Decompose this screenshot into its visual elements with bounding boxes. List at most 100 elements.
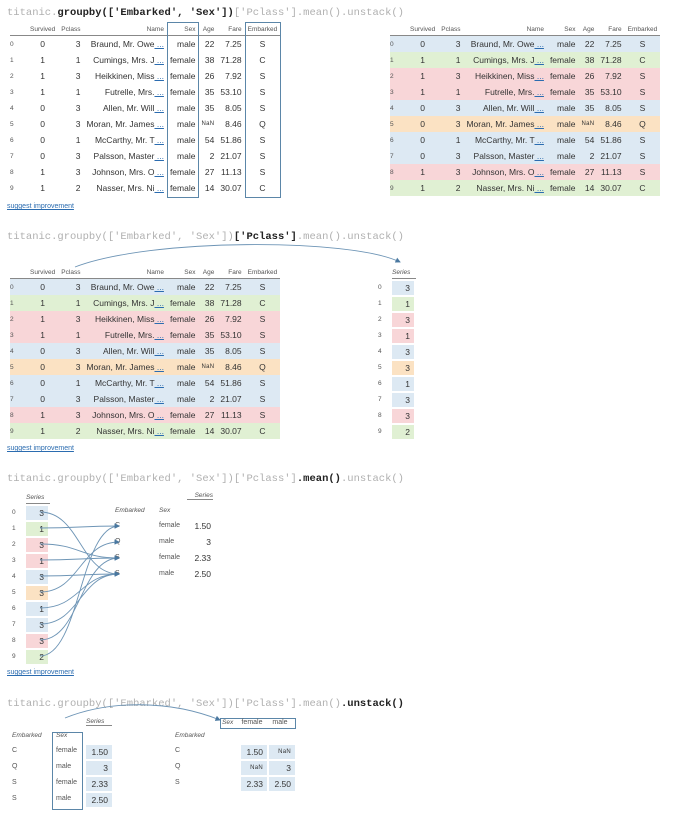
cell-survived: 0 <box>40 151 46 161</box>
column-header-male: male <box>272 719 288 726</box>
cell-sex: female <box>169 426 196 436</box>
series-index: 7 <box>12 621 16 628</box>
truncation-link[interactable]: ... <box>154 151 164 161</box>
truncation-link[interactable]: ... <box>154 87 164 97</box>
cell-fare: 7.92 <box>605 71 622 81</box>
cell-pclass: 3 <box>455 39 461 49</box>
truncation-link[interactable]: ... <box>154 55 164 65</box>
column-header-age: Age <box>578 24 598 36</box>
name-text: Braund, Mr. Owe <box>90 39 155 49</box>
row-to-group-arrow <box>39 555 120 641</box>
cell-embarked: S <box>259 167 266 177</box>
suggest-improvement-link[interactable]: suggest improvement <box>7 669 74 676</box>
truncation-link[interactable]: ... <box>154 183 164 193</box>
cell-fare: 30.07 <box>220 183 242 193</box>
cell-pclass: 1 <box>75 55 81 65</box>
row-index: 8 <box>10 168 14 176</box>
truncation-link[interactable]: ... <box>154 135 164 145</box>
cell-age: 38 <box>204 55 215 65</box>
truncation-link[interactable]: ... <box>534 151 544 161</box>
table-row: 9 1 2 Nasser, Mrs. Ni ... female 14 30.07 C <box>390 180 661 196</box>
truncation-link[interactable]: ... <box>154 71 164 81</box>
cell-pclass: 3 <box>75 314 81 324</box>
table-row: 4 0 3 Allen, Mr. Will ... male 35 8.05 S <box>390 100 661 116</box>
cell-pclass: 1 <box>75 378 81 388</box>
cell-age: 14 <box>584 183 595 193</box>
row-index: 7 <box>10 395 14 403</box>
truncation-link[interactable]: ... <box>534 119 544 129</box>
group-key-embarked: S <box>12 795 17 802</box>
cell-sex: male <box>557 103 576 113</box>
series-cell: 3 <box>26 634 48 648</box>
suggest-improvement-link[interactable]: suggest improvement <box>7 203 74 210</box>
truncation-link[interactable]: ... <box>154 298 164 308</box>
truncation-link[interactable]: ... <box>534 39 544 49</box>
cell-survived: 0 <box>420 151 426 161</box>
code-highlight: ['Pclass'] <box>233 231 297 243</box>
cell-age: 54 <box>204 135 215 145</box>
truncation-link[interactable]: ... <box>154 39 164 49</box>
truncation-link[interactable]: ... <box>154 167 164 177</box>
cell-survived: 0 <box>40 394 46 404</box>
series-label: Series <box>187 492 213 500</box>
truncation-link[interactable]: ... <box>534 183 544 193</box>
index-header <box>390 24 407 36</box>
cell-age: 14 <box>204 426 215 436</box>
cell-embarked: S <box>259 330 266 340</box>
column-header-name: Name <box>83 267 167 279</box>
truncation-link[interactable]: ... <box>154 314 164 324</box>
truncation-link[interactable]: ... <box>534 135 544 145</box>
cell-pclass: 1 <box>455 87 461 97</box>
truncation-link[interactable]: ... <box>154 330 164 340</box>
truncation-link[interactable]: ... <box>154 410 164 420</box>
truncation-link[interactable]: ... <box>534 87 544 97</box>
name-text: Johnson, Mrs. O <box>92 167 155 177</box>
truncation-link[interactable]: ... <box>534 103 544 113</box>
truncation-link[interactable]: ... <box>154 119 164 129</box>
cell-embarked: C <box>639 55 646 65</box>
cell-embarked: S <box>259 314 266 324</box>
truncation-link[interactable]: ... <box>154 282 164 292</box>
table-row: 1 1 1 Cumings, Mrs. J ... female 38 71.28 C <box>390 52 661 68</box>
cell-name: Braund, Mr. Owe ... <box>83 279 166 296</box>
truncation-link[interactable]: ... <box>154 394 164 404</box>
cell-pclass: 1 <box>455 55 461 65</box>
cell-survived: 1 <box>40 330 46 340</box>
cell-pclass: 2 <box>75 183 81 193</box>
group-key-sex: female <box>56 747 78 754</box>
cell-survived: 1 <box>420 55 426 65</box>
truncation-link[interactable]: ... <box>534 71 544 81</box>
suggest-improvement-link[interactable]: suggest improvement <box>7 445 74 452</box>
truncation-link[interactable]: ... <box>534 167 544 177</box>
row-to-group-arrow <box>39 539 120 593</box>
cell-name: McCarthy, Mr. T ... <box>83 375 166 391</box>
cell-name: Palsson, Master ... <box>463 148 546 164</box>
truncation-link[interactable]: ... <box>154 346 164 356</box>
truncation-link[interactable]: ... <box>154 103 164 113</box>
series-cell: 3 <box>26 570 48 584</box>
cell-fare: 53.10 <box>220 87 242 97</box>
truncation-link[interactable]: ... <box>154 378 164 388</box>
name-text: Palsson, Master <box>93 151 155 161</box>
cell-pclass: 1 <box>455 135 461 145</box>
truncation-link[interactable]: ... <box>154 362 164 372</box>
series-cell: 2 <box>26 650 48 664</box>
column-header-age: Age <box>198 24 218 36</box>
cell-pclass: 3 <box>75 362 81 372</box>
cell-survived: 0 <box>420 103 426 113</box>
name-text: Cumings, Mrs. J <box>473 55 535 65</box>
cell-name: Nasser, Mrs. Ni ... <box>83 423 166 439</box>
name-text: Braund, Mr. Owe <box>470 39 535 49</box>
index-level-sex: Sex <box>56 732 68 739</box>
cell-pclass: 3 <box>455 119 461 129</box>
cell-sex: female <box>169 87 196 97</box>
cell-survived: 0 <box>40 282 46 292</box>
cell-fare: 11.13 <box>221 410 242 420</box>
truncation-link[interactable]: ... <box>534 55 544 65</box>
cell-embarked: C <box>259 183 266 193</box>
truncation-link[interactable]: ... <box>154 426 164 436</box>
row-index: 9 <box>390 184 394 192</box>
cell-survived: 0 <box>40 39 46 49</box>
series-cell: 1 <box>392 377 414 391</box>
column-header-survived: Survived <box>407 24 439 36</box>
